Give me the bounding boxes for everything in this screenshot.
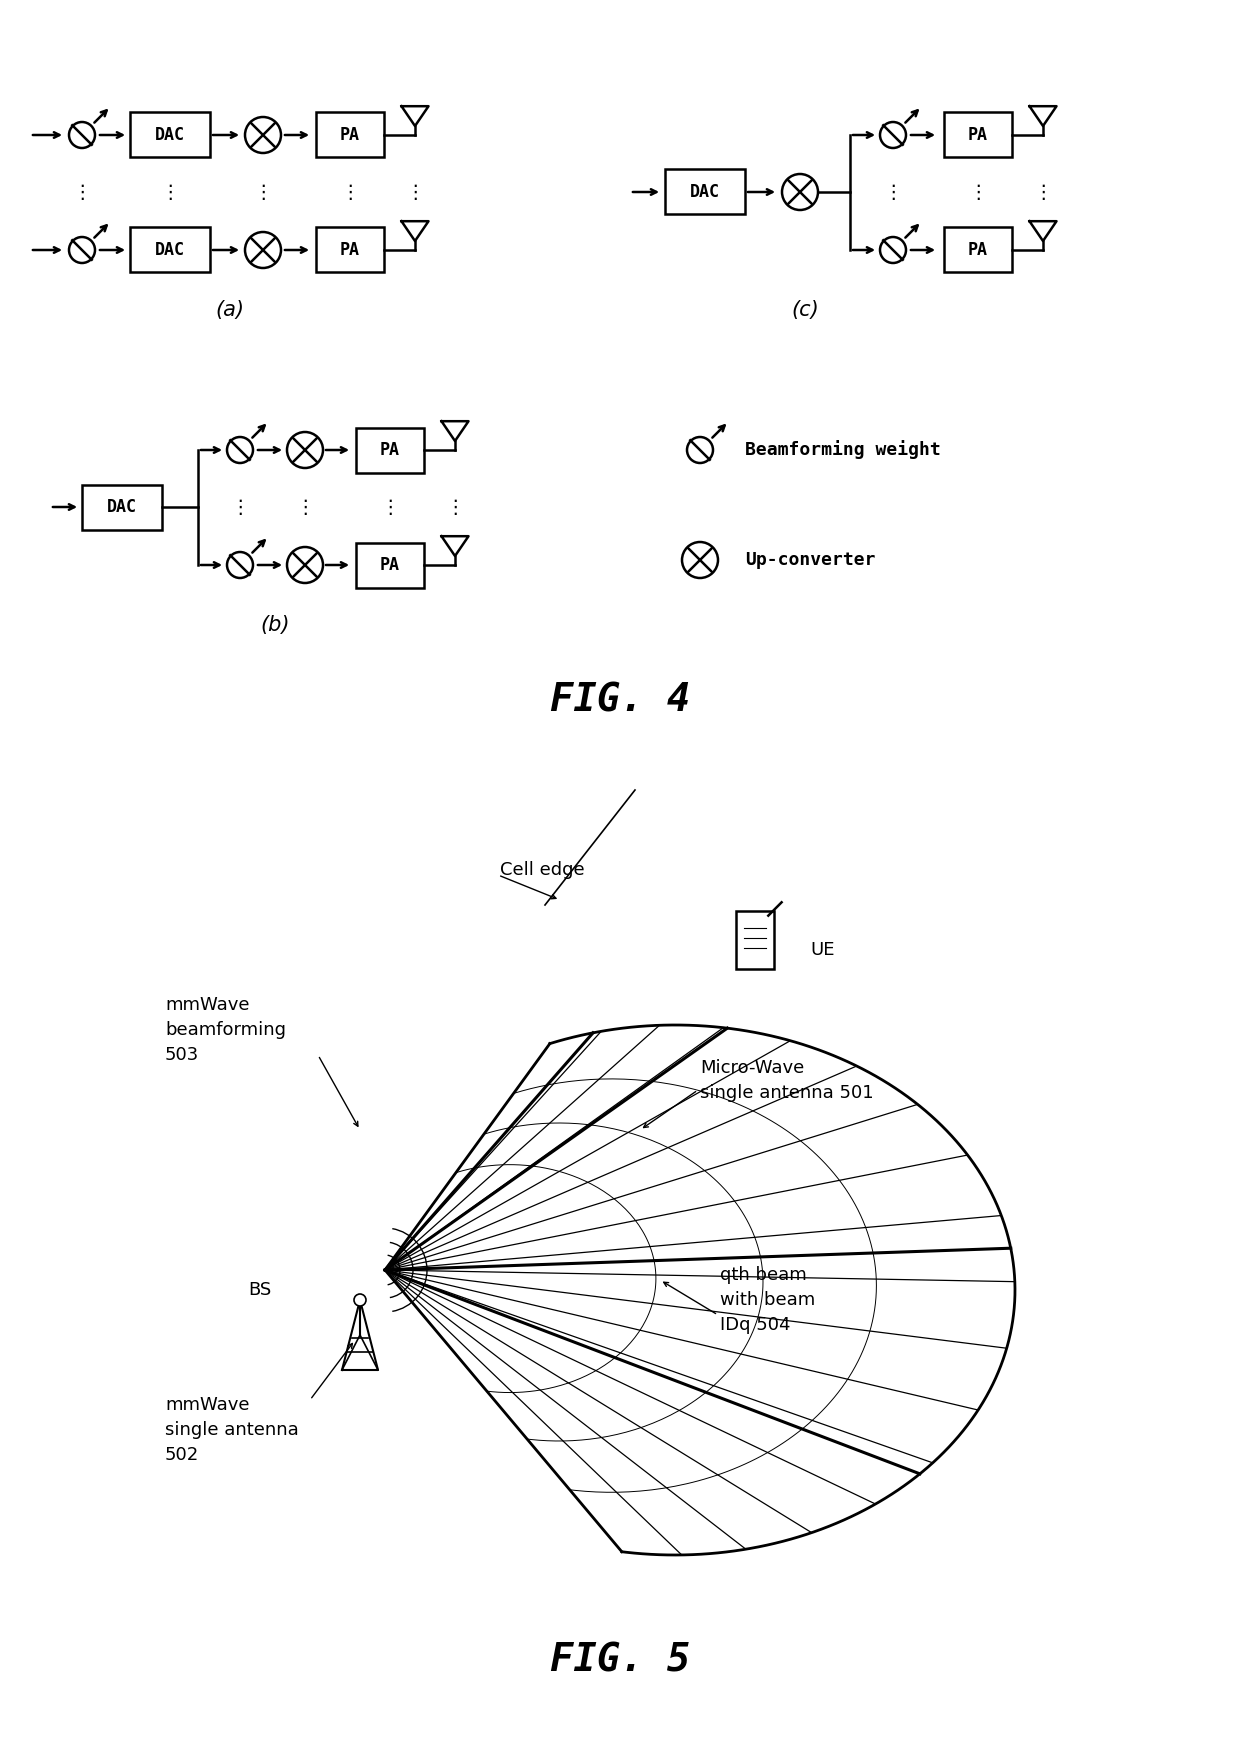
Bar — [737, 911, 774, 969]
Text: DAC: DAC — [155, 240, 185, 260]
Circle shape — [880, 122, 906, 148]
Bar — [944, 113, 1012, 157]
Text: UE: UE — [810, 941, 835, 960]
Text: ⋮: ⋮ — [295, 498, 315, 516]
Text: DAC: DAC — [689, 183, 720, 200]
Text: ⋮: ⋮ — [160, 183, 180, 202]
Circle shape — [69, 237, 95, 263]
Bar — [130, 228, 210, 272]
Circle shape — [880, 237, 906, 263]
Text: BS: BS — [248, 1280, 272, 1300]
Text: ⋮: ⋮ — [1033, 183, 1053, 202]
Text: ⋮: ⋮ — [405, 183, 425, 202]
Text: FIG. 5: FIG. 5 — [549, 1641, 691, 1679]
Bar — [944, 228, 1012, 272]
Text: ⋮: ⋮ — [253, 183, 273, 202]
Bar — [665, 169, 745, 214]
Text: DAC: DAC — [107, 498, 136, 516]
Circle shape — [246, 232, 281, 268]
Text: mmWave
single antenna
502: mmWave single antenna 502 — [165, 1395, 299, 1463]
Text: Micro-Wave
single antenna 501: Micro-Wave single antenna 501 — [701, 1059, 874, 1101]
Text: (a): (a) — [216, 300, 244, 321]
Text: DAC: DAC — [155, 125, 185, 145]
Circle shape — [687, 437, 713, 463]
Circle shape — [286, 432, 322, 469]
Text: ⋮: ⋮ — [72, 183, 92, 202]
Text: ⋮: ⋮ — [381, 498, 399, 516]
Bar — [356, 542, 424, 587]
Circle shape — [682, 542, 718, 578]
Text: Beamforming weight: Beamforming weight — [745, 441, 941, 460]
Bar — [356, 427, 424, 472]
Text: ⋮: ⋮ — [883, 183, 903, 202]
Circle shape — [353, 1294, 366, 1306]
Text: Cell edge: Cell edge — [500, 861, 584, 880]
Text: qth beam
with beam
IDq 504: qth beam with beam IDq 504 — [720, 1266, 815, 1334]
Bar — [316, 228, 384, 272]
Text: ⋮: ⋮ — [445, 498, 465, 516]
Text: PA: PA — [379, 556, 401, 575]
Text: (c): (c) — [791, 300, 818, 321]
Circle shape — [227, 552, 253, 578]
Bar — [130, 113, 210, 157]
Circle shape — [227, 437, 253, 463]
Circle shape — [69, 122, 95, 148]
Text: PA: PA — [968, 125, 988, 145]
Text: FIG. 4: FIG. 4 — [549, 681, 691, 719]
Text: ⋮: ⋮ — [340, 183, 360, 202]
Text: (b): (b) — [260, 615, 290, 636]
Circle shape — [286, 547, 322, 584]
Text: ⋮: ⋮ — [968, 183, 988, 202]
Text: PA: PA — [968, 240, 988, 260]
Text: Up-converter: Up-converter — [745, 550, 875, 570]
Bar — [316, 113, 384, 157]
Circle shape — [246, 117, 281, 153]
Text: mmWave
beamforming
503: mmWave beamforming 503 — [165, 996, 286, 1064]
Text: ⋮: ⋮ — [231, 498, 249, 516]
Bar — [82, 484, 162, 530]
Circle shape — [782, 174, 818, 211]
Text: PA: PA — [379, 441, 401, 458]
Text: PA: PA — [340, 125, 360, 145]
Text: PA: PA — [340, 240, 360, 260]
